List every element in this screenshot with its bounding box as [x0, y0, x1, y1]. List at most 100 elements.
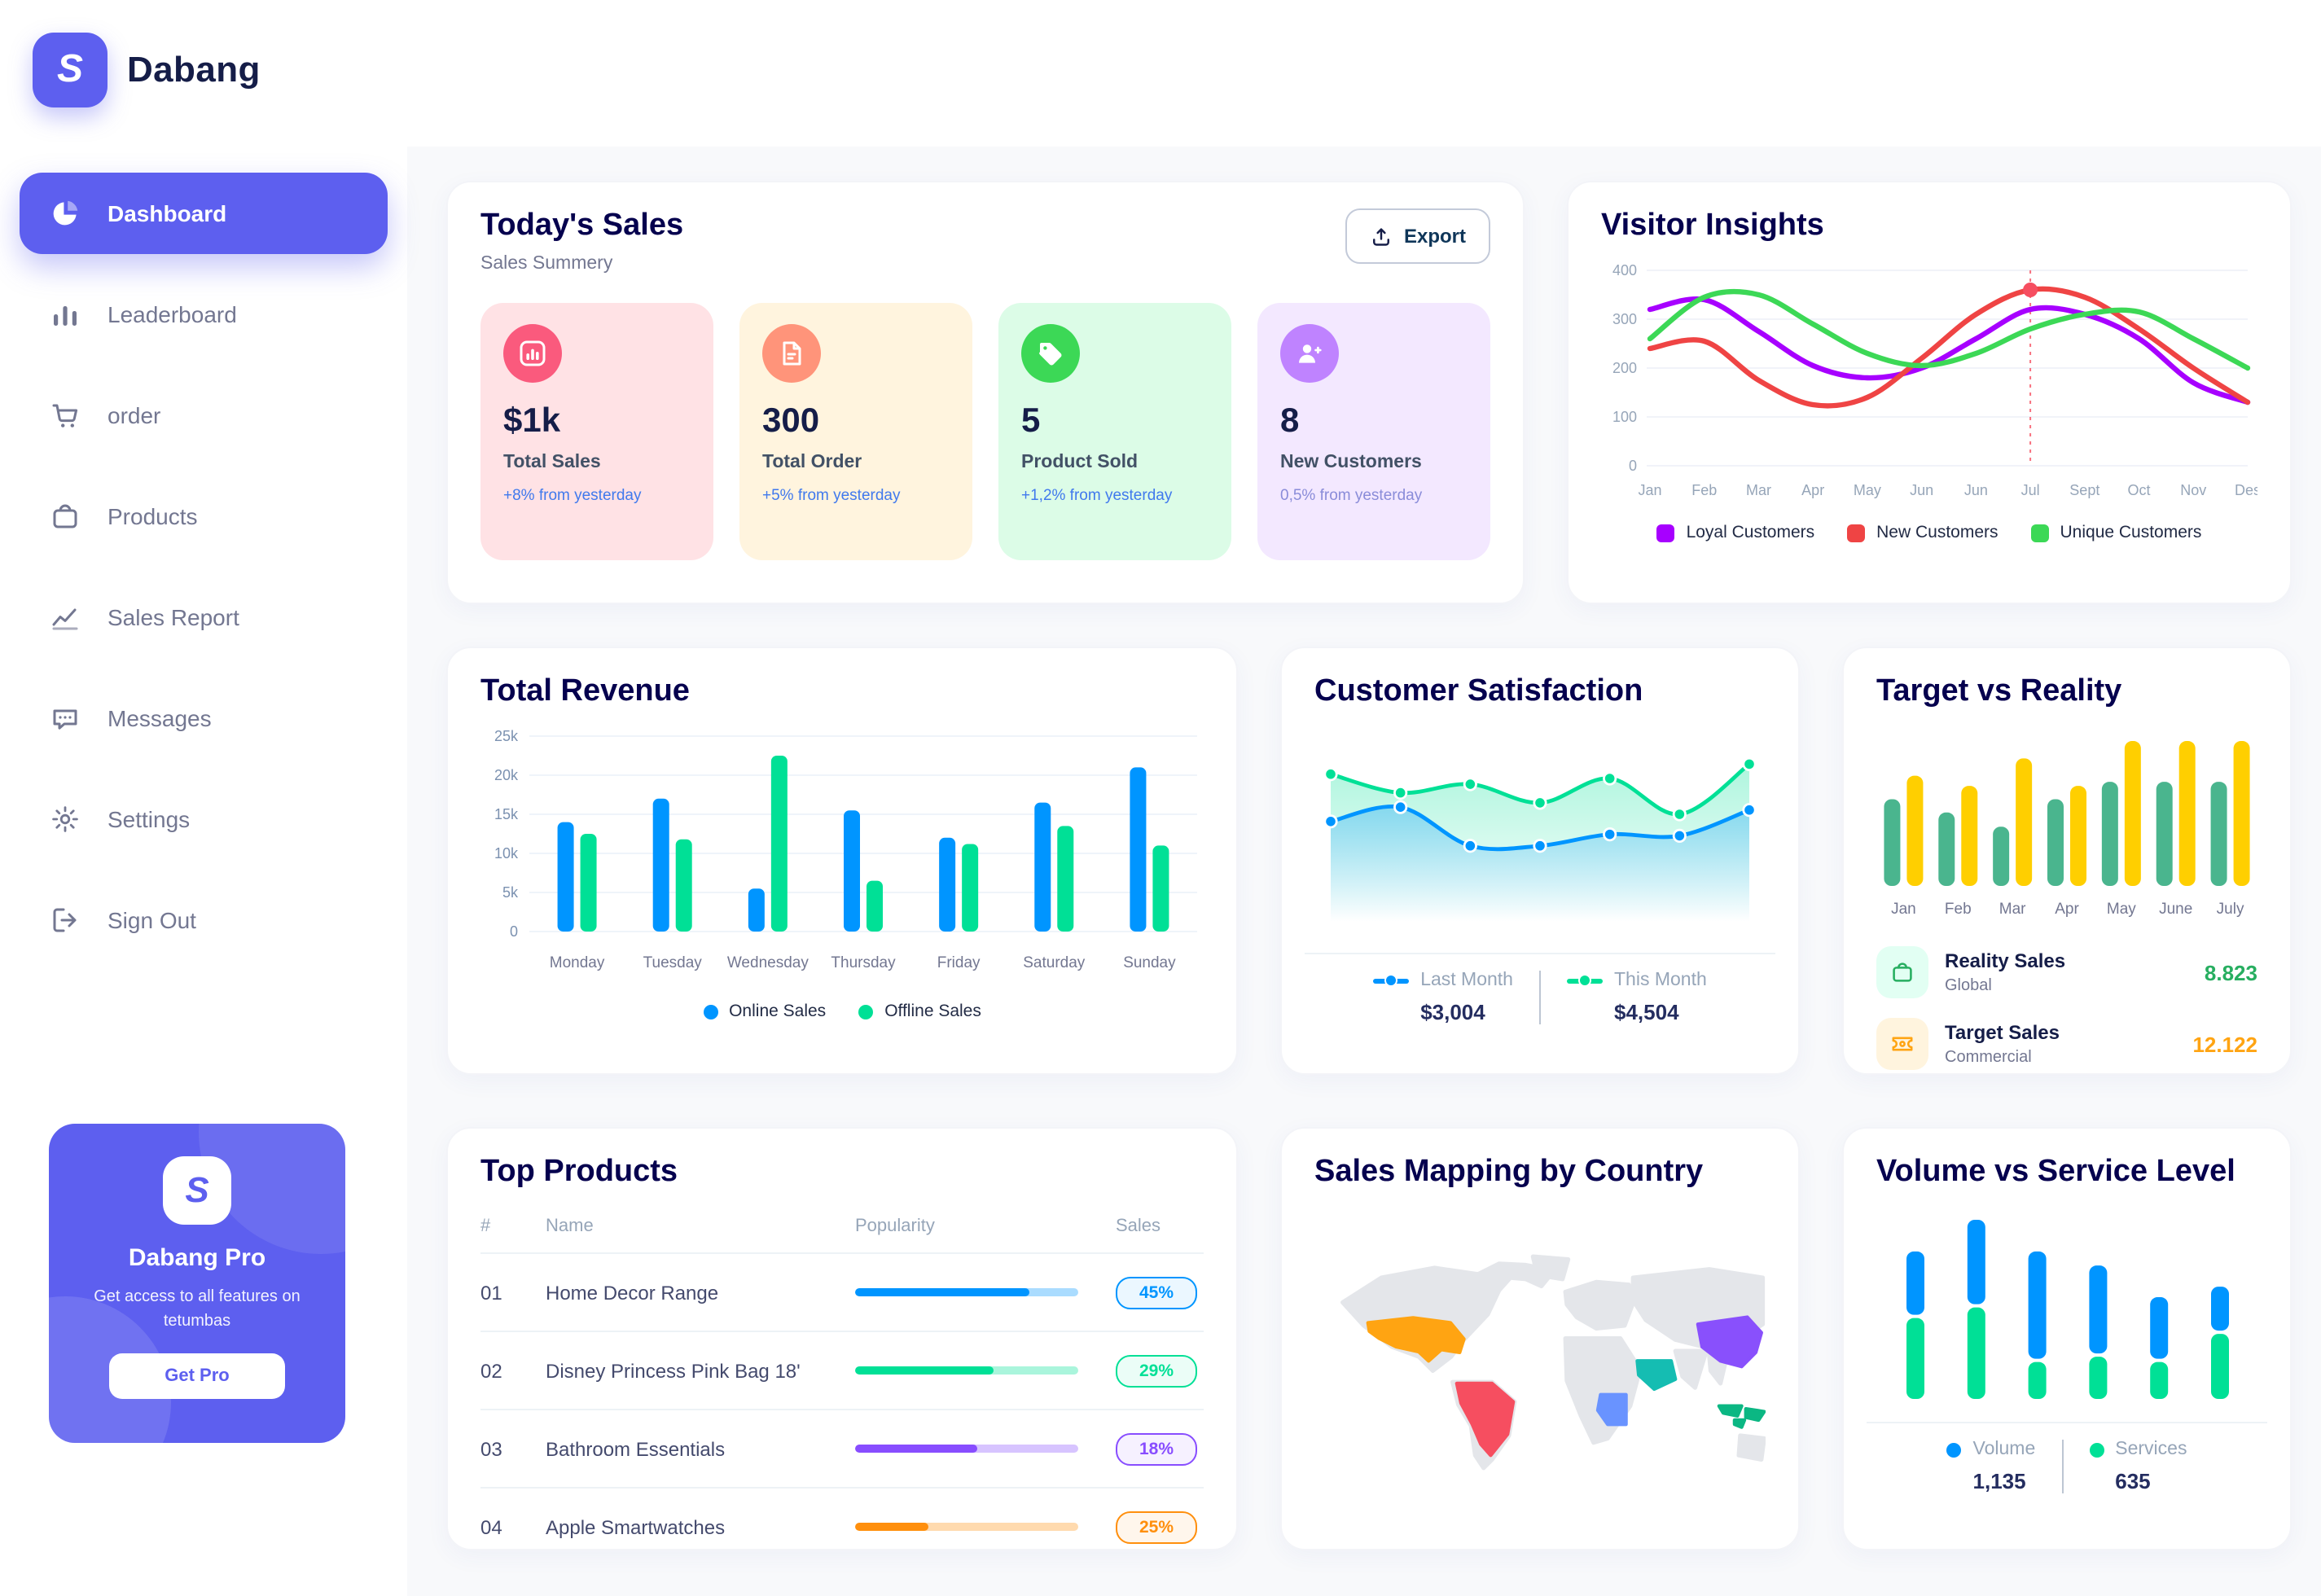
file-icon: [762, 324, 821, 383]
svg-text:Jan: Jan: [1891, 901, 1916, 918]
services-dot: [2089, 1442, 2104, 1457]
volume-service-title: Volume vs Service Level: [1876, 1155, 2235, 1189]
svg-text:Wednesday: Wednesday: [727, 954, 809, 971]
stat-card-new-customers: 8 New Customers 0,5% from yesterday: [1257, 303, 1490, 560]
svg-text:10k: 10k: [494, 845, 519, 862]
sales-map-title: Sales Mapping by Country: [1314, 1155, 1704, 1189]
legend-item: Online Sales: [703, 1002, 826, 1021]
sidebar-item-label: order: [107, 402, 161, 428]
gear-icon: [49, 803, 81, 835]
stat-label: New Customers: [1280, 453, 1422, 472]
product-name: Disney Princess Pink Bag 18': [546, 1331, 855, 1410]
stat-delta: +8% from yesterday: [503, 487, 642, 505]
line-chart-icon: [49, 601, 81, 634]
sidebar-item-leaderboard[interactable]: Leaderboard: [20, 274, 388, 355]
sales-map-card: Sales Mapping by Country: [1280, 1127, 1800, 1550]
get-pro-button[interactable]: Get Pro: [109, 1353, 285, 1399]
sidebar-item-label: Sales Report: [107, 604, 239, 630]
sidebar-item-order[interactable]: order: [20, 375, 388, 456]
volume-service-chart: [1906, 1220, 2229, 1399]
sales-badge: 18%: [1116, 1432, 1197, 1465]
svg-text:25k: 25k: [494, 728, 519, 744]
svg-text:Mar: Mar: [1746, 482, 1771, 498]
volume-service-legend: Volume 1,135 Services 635: [1876, 1440, 2257, 1493]
customer-satisfaction-chart: [1323, 756, 1757, 922]
stat-value: 5: [1021, 402, 1041, 440]
product-name: Apple Smartwatches: [546, 1515, 726, 1538]
svg-text:Sunday: Sunday: [1123, 954, 1176, 971]
visitor-insights-title: Visitor Insights: [1601, 208, 1824, 243]
stat-delta: 0,5% from yesterday: [1280, 487, 1423, 505]
sales-badge: 29%: [1116, 1354, 1197, 1387]
sign-out-icon: [49, 904, 81, 936]
sidebar-item-sign-out[interactable]: Sign Out: [20, 879, 388, 961]
svg-text:100: 100: [1612, 409, 1637, 425]
product-name: Home Decor Range: [546, 1253, 855, 1332]
pro-subtitle: Get access to all features on tetumbas: [94, 1288, 301, 1331]
cart-icon: [49, 399, 81, 432]
svg-text:0: 0: [1629, 458, 1637, 474]
chart-icon: [503, 324, 562, 383]
pro-card: S Dabang Pro Get access to all features …: [49, 1124, 345, 1443]
svg-text:Feb: Feb: [1691, 482, 1717, 498]
svg-text:Jan: Jan: [1638, 482, 1661, 498]
svg-text:Nov: Nov: [2180, 482, 2206, 498]
reality-sales-label: Reality Sales: [1945, 949, 2066, 972]
col-name: Name: [546, 1207, 855, 1254]
reality-sales-sub: Global: [1945, 977, 1992, 995]
sidebar-item-messages[interactable]: Messages: [20, 677, 388, 759]
svg-text:400: 400: [1612, 262, 1637, 278]
visitor-insights-card: Visitor Insights 0 100 200 300 400 Jan Feb Mar A…: [1567, 181, 2292, 604]
svg-text:Mar: Mar: [1999, 901, 2026, 918]
sidebar-item-products[interactable]: Products: [20, 476, 388, 557]
customer-satisfaction-legend: Last Month $3,004 This Month $4,504: [1314, 971, 1766, 1024]
stat-label: Product Sold: [1021, 453, 1139, 472]
sidebar-item-settings[interactable]: Settings: [20, 778, 388, 860]
svg-text:300: 300: [1612, 311, 1637, 327]
this-month-label: This Month: [1614, 971, 1707, 990]
this-month-value: $4,504: [1614, 1000, 1679, 1024]
stat-value: 8: [1280, 402, 1300, 440]
divider: [1867, 1422, 2267, 1423]
target-vs-reality-card: Target vs Reality Jan Feb Mar Apr May June Jul…: [1842, 647, 2292, 1075]
stat-label: Total Sales: [503, 453, 601, 472]
sidebar-item-sales-report[interactable]: Sales Report: [20, 577, 388, 658]
pro-logo-icon: S: [163, 1156, 231, 1225]
bar-chart-icon: [49, 298, 81, 331]
col-popularity: Popularity: [855, 1207, 1116, 1254]
reality-sales-value: 8.823: [2204, 960, 2257, 984]
todays-sales-title: Today's Sales: [480, 208, 684, 243]
svg-text:Friday: Friday: [937, 954, 981, 971]
svg-text:20k: 20k: [494, 767, 519, 783]
target-vs-reality-title: Target vs Reality: [1876, 674, 2122, 708]
export-label: Export: [1403, 225, 1466, 248]
stat-label: Total Order: [762, 453, 862, 472]
sidebar-nav: Dashboard Leaderboard order Products Sales R…: [0, 173, 407, 961]
popularity-bar: [855, 1523, 1078, 1531]
legend-item: Loyal Customers: [1656, 523, 1814, 542]
ticket-icon: [1876, 1018, 1928, 1070]
sidebar-item-dashboard[interactable]: Dashboard: [20, 173, 388, 254]
svg-text:Jul: Jul: [2021, 482, 2040, 498]
product-name: Bathroom Essentials: [546, 1410, 855, 1489]
stat-value: 300: [762, 402, 820, 440]
sidebar: S Dabang Dashboard Leaderboard order Produc…: [0, 0, 407, 1596]
target-sales-value: 12.122: [2192, 1032, 2257, 1056]
bag-icon: [49, 500, 81, 533]
top-products-table: # Name Popularity Sales 01 Home Decor Ran…: [480, 1207, 1204, 1565]
target-sales-row: Target Sales Commercial 12.122: [1876, 1018, 2257, 1070]
this-month-marker: [1567, 974, 1603, 987]
sidebar-item-label: Products: [107, 503, 198, 529]
svg-text:July: July: [2217, 901, 2244, 918]
volume-label: Volume: [1972, 1440, 2036, 1459]
stat-cards: $1k Total Sales +8% from yesterday 300 Total…: [480, 303, 1490, 560]
svg-text:May: May: [2107, 901, 2136, 918]
sidebar-item-label: Leaderboard: [107, 301, 237, 327]
popularity-bar: [855, 1288, 1078, 1296]
app-name: Dabang: [127, 49, 261, 90]
export-button[interactable]: Export: [1345, 208, 1490, 264]
svg-text:Feb: Feb: [1945, 901, 1972, 918]
popularity-bar: [855, 1366, 1078, 1375]
svg-text:Monday: Monday: [550, 954, 605, 971]
stat-delta: +1,2% from yesterday: [1021, 487, 1173, 505]
